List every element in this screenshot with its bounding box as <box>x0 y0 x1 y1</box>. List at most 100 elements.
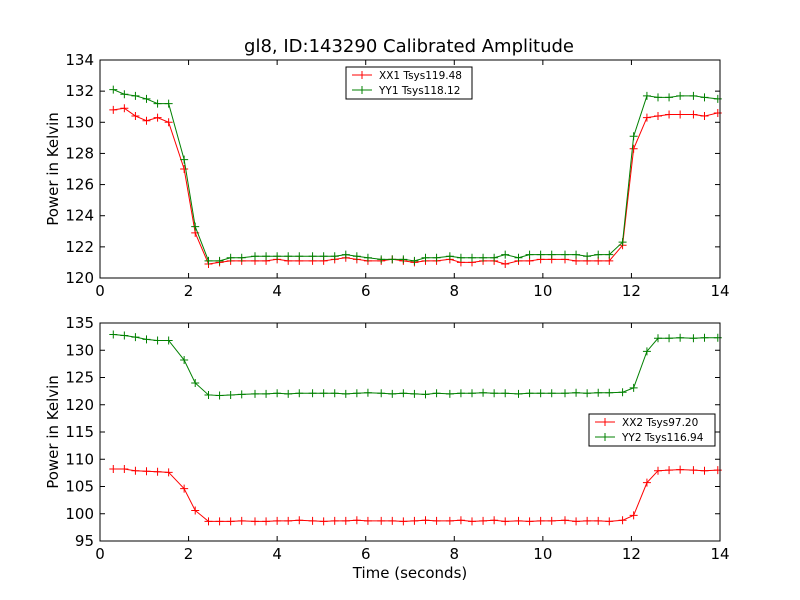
data-point-marker <box>131 91 140 100</box>
data-point-marker <box>445 389 454 398</box>
y-axis-label: Power in Kelvin <box>44 375 62 489</box>
data-point-marker <box>319 389 328 398</box>
data-point-marker <box>191 222 200 231</box>
data-point-marker <box>109 105 118 114</box>
legend: XX2 Tsys97.20 YY2 Tsys116.94 <box>588 413 716 447</box>
data-point-marker <box>131 466 140 475</box>
data-point-marker <box>237 516 246 525</box>
y-tick-label: 120 <box>65 396 94 414</box>
data-point-marker <box>605 517 614 526</box>
data-point-marker <box>164 118 173 127</box>
data-point-marker <box>204 517 213 526</box>
x-tick-label: 4 <box>272 545 282 563</box>
data-point-marker <box>295 252 304 261</box>
data-point-marker <box>689 334 698 343</box>
data-point-marker <box>456 253 465 262</box>
data-point-marker <box>330 516 339 525</box>
data-point-marker <box>251 517 259 526</box>
data-point-marker <box>456 516 465 525</box>
data-point-marker <box>490 389 499 398</box>
data-point-marker <box>295 516 304 525</box>
x-tick-label: 2 <box>184 282 194 300</box>
data-point-marker <box>120 90 129 99</box>
data-point-marker <box>665 466 674 475</box>
x-tick-label: 2 <box>184 545 194 563</box>
data-point-marker <box>284 516 293 525</box>
data-point-marker <box>501 259 510 268</box>
data-point-marker <box>284 252 293 261</box>
legend-box <box>345 66 473 100</box>
data-point-marker <box>341 250 350 259</box>
legend-box <box>588 413 716 447</box>
data-point-marker <box>215 256 224 265</box>
data-point-marker <box>514 516 523 525</box>
data-point-marker <box>153 99 162 108</box>
data-point-marker <box>665 93 674 102</box>
data-point-marker <box>605 250 614 259</box>
y-tick-label: 126 <box>65 176 94 194</box>
legend-swatch-marker <box>601 418 609 426</box>
data-point-marker <box>388 516 397 525</box>
y-tick-label: 130 <box>65 341 94 359</box>
data-point-marker <box>642 478 651 487</box>
data-point-marker <box>180 484 189 493</box>
data-point-marker <box>352 516 361 525</box>
data-point-marker <box>204 390 213 399</box>
data-point-marker <box>583 516 592 525</box>
data-point-marker <box>468 389 476 398</box>
data-point-marker <box>164 99 173 108</box>
data-point-marker <box>421 253 430 262</box>
data-point-marker <box>654 93 662 102</box>
data-point-marker <box>654 466 662 475</box>
data-point-marker <box>676 465 685 474</box>
data-point-marker <box>594 250 603 259</box>
x-tick-label: 6 <box>361 545 371 563</box>
data-point-marker <box>153 336 162 345</box>
data-point-marker <box>308 516 317 525</box>
series-yy1 <box>109 85 722 265</box>
data-point-marker <box>654 112 662 121</box>
data-point-marker <box>525 250 534 259</box>
data-point-marker <box>468 253 476 262</box>
data-point-marker <box>131 112 140 121</box>
data-point-marker <box>341 516 350 525</box>
data-point-marker <box>226 390 235 399</box>
data-point-marker <box>377 389 386 398</box>
data-point-marker <box>525 517 534 526</box>
data-point-marker <box>618 388 627 397</box>
plot-frame <box>99 59 721 279</box>
data-point-marker <box>561 516 569 525</box>
data-point-marker <box>676 110 685 119</box>
y-tick-label: 132 <box>65 82 94 100</box>
y-tick-label: 134 <box>65 51 94 69</box>
legend-entry-label: XX2 Tsys97.20 <box>622 417 698 429</box>
data-point-marker <box>501 517 510 526</box>
data-point-marker <box>399 517 408 526</box>
plot-frame <box>99 322 721 542</box>
data-point-marker <box>583 389 592 398</box>
legend: XX1 Tsys119.48 YY1 Tsys118.12 <box>345 66 473 100</box>
data-point-marker <box>490 516 499 525</box>
data-point-marker <box>536 389 545 398</box>
data-point-marker <box>251 252 259 261</box>
y-tick-label: 125 <box>65 369 94 387</box>
x-tick-label: 8 <box>450 282 460 300</box>
series-yy2 <box>109 330 722 400</box>
data-point-marker <box>410 389 419 398</box>
data-point-marker <box>410 516 419 525</box>
data-point-marker <box>514 389 523 398</box>
data-point-marker <box>618 238 627 247</box>
data-point-marker <box>536 250 545 259</box>
data-point-marker <box>341 389 350 398</box>
data-point-marker <box>700 112 709 121</box>
data-point-marker <box>273 516 282 525</box>
data-point-marker <box>700 333 709 342</box>
y-tick-label: 105 <box>65 478 94 496</box>
data-point-marker <box>120 104 129 113</box>
data-point-marker <box>142 467 151 476</box>
data-point-marker <box>180 155 189 164</box>
data-point-marker <box>262 517 271 526</box>
data-point-marker <box>468 517 476 526</box>
